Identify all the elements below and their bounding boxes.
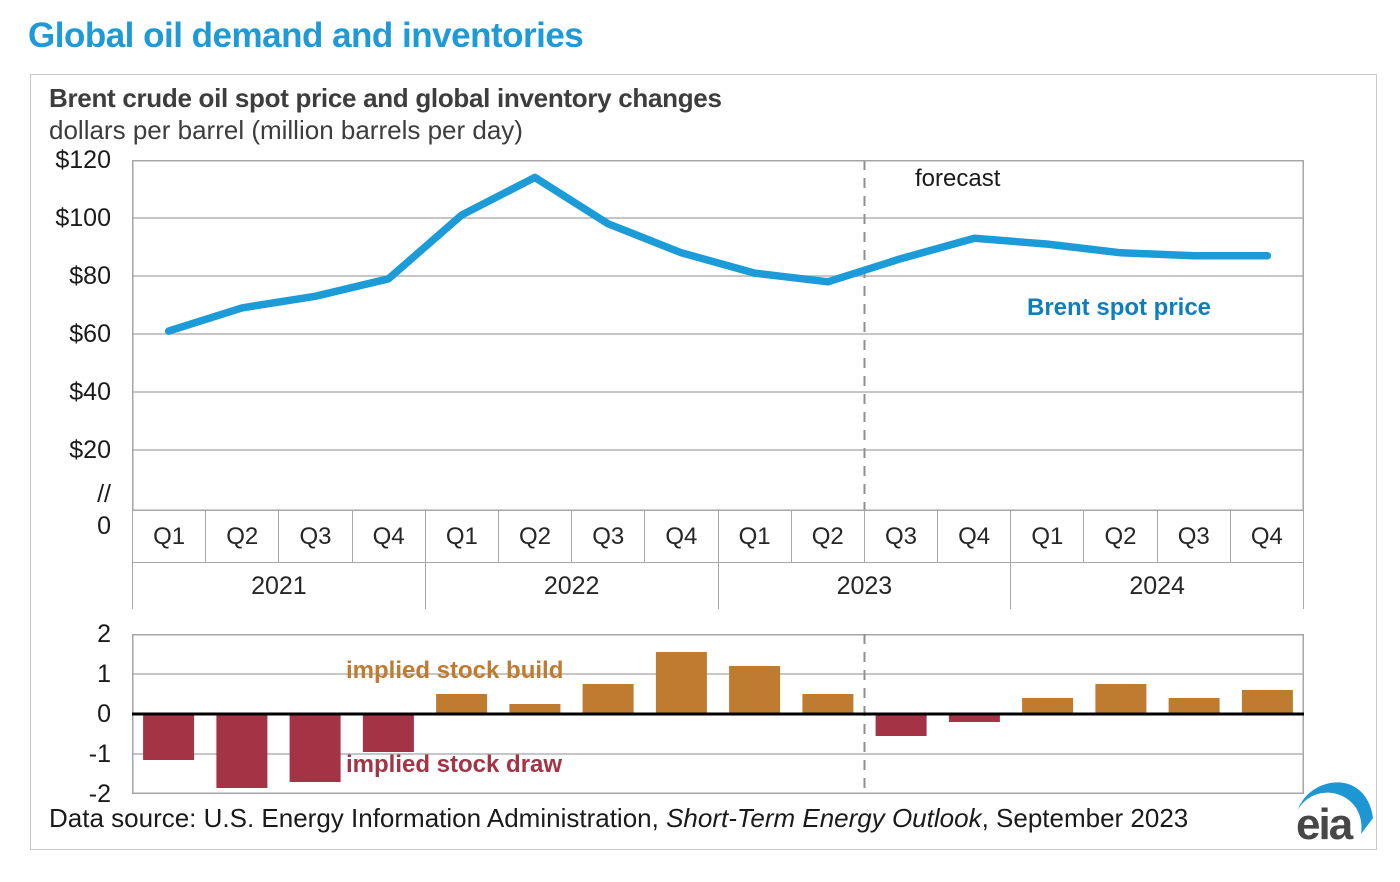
- footer-prefix: Data source: U.S. Energy Information Adm…: [49, 803, 667, 833]
- price-axis-tick: $120: [55, 146, 111, 174]
- stock-build-bar: [509, 704, 561, 714]
- quarter-axis-band: Q1 Q2 Q3 Q4 Q1 Q2 Q3 Q4 Q1 Q2 Q3 Q4 Q1 Q2 Q3 Q4: [132, 511, 1304, 563]
- stock-draw-bar: [143, 714, 195, 760]
- price-axis-tick: $60: [69, 320, 111, 348]
- footer-publication: Short-Term Energy Outlook: [666, 803, 982, 833]
- stock-draw-bar: [362, 714, 414, 752]
- quarter-label: Q4: [353, 511, 426, 562]
- stock-draw-bar: [216, 714, 268, 788]
- stock-build-bar: [436, 694, 488, 714]
- price-axis-tick: $40: [69, 378, 111, 406]
- quarter-label: Q4: [645, 511, 719, 562]
- stock-build-bar: [1022, 698, 1074, 714]
- stock-build-bar: [1095, 684, 1147, 714]
- forecast-label: forecast: [915, 165, 1001, 192]
- quarter-label: Q2: [1084, 511, 1158, 562]
- plot-border: [132, 160, 1304, 511]
- inventory-bar-chart: [132, 634, 1304, 794]
- year-label: 2021: [132, 563, 425, 609]
- year-label: 2023: [717, 563, 1011, 609]
- price-axis-tick: 0: [97, 512, 111, 540]
- quarter-label: Q3: [1158, 511, 1231, 562]
- chart-title: Brent crude oil spot price and global in…: [49, 83, 722, 113]
- axis-break-mark: //: [97, 480, 111, 508]
- eia-logo-text: eia: [1296, 800, 1354, 847]
- footer-suffix: , September 2023: [981, 803, 1189, 833]
- quarter-label: Q1: [1011, 511, 1085, 562]
- quarter-label: Q1: [719, 511, 792, 562]
- stock-build-bar: [582, 684, 634, 714]
- inventory-axis-tick: 2: [97, 620, 111, 648]
- price-axis-tick: $20: [69, 436, 111, 464]
- stock-draw-bar: [875, 714, 927, 736]
- price-axis-tick: $80: [69, 262, 111, 290]
- quarter-label: Q1: [426, 511, 499, 562]
- quarter-label: Q3: [572, 511, 646, 562]
- quarter-label: Q2: [206, 511, 280, 562]
- stock-draw-bar: [289, 714, 341, 782]
- eia-logo-swoosh-icon: [1298, 782, 1373, 834]
- stock-build-bar: [802, 694, 854, 714]
- implied-stock-build-label: implied stock build: [346, 657, 564, 684]
- eia-logo: eia: [1296, 782, 1373, 847]
- brent-spot-price-line: [164, 173, 1272, 335]
- inventory-axis-tick: -1: [88, 740, 111, 768]
- quarter-label: Q2: [499, 511, 573, 562]
- chart-figure: Brent crude oil spot price and global in…: [30, 74, 1377, 850]
- inventory-axis-tick: 0: [97, 700, 111, 728]
- implied-stock-draw-label: implied stock draw: [346, 751, 563, 778]
- price-line-chart: [132, 160, 1304, 511]
- quarter-label: Q3: [865, 511, 939, 562]
- quarter-label: Q4: [1250, 522, 1283, 550]
- stock-build-bar: [729, 666, 781, 714]
- inventory-axis-tick: -2: [88, 780, 111, 808]
- quarter-label: Q1: [133, 511, 207, 562]
- brent-spot-price-label: Brent spot price: [1027, 294, 1212, 321]
- year-axis-band: 2021 2022 2023 2024: [132, 563, 1304, 609]
- year-label: 2024: [1010, 563, 1303, 609]
- stock-build-bar: [1168, 698, 1220, 714]
- data-source-footer: Data source: U.S. Energy Information Adm…: [49, 803, 1188, 834]
- quarter-label: Q3: [279, 511, 353, 562]
- stock-draw-bar: [948, 714, 1000, 722]
- stock-build-bar: [1241, 690, 1293, 714]
- chart-subtitle: dollars per barrel (million barrels per …: [49, 115, 523, 145]
- page-title: Global oil demand and inventories: [28, 16, 584, 55]
- year-label: 2022: [424, 563, 718, 609]
- quarter-label: Q2: [792, 511, 865, 562]
- inventory-axis-tick: 1: [97, 660, 111, 688]
- quarter-label: Q4: [938, 511, 1012, 562]
- price-axis-tick: $100: [55, 204, 111, 232]
- stock-build-bar: [655, 652, 707, 714]
